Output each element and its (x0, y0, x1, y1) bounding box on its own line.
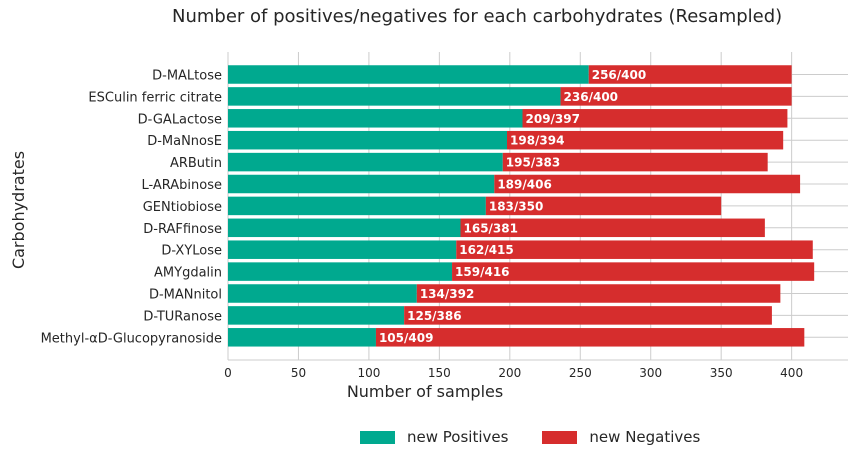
x-tick-label: 0 (224, 366, 232, 380)
y-tick-label: D-XYLose (161, 244, 222, 259)
legend-item-positives: new Positives (360, 428, 508, 446)
bar-negatives (522, 109, 788, 128)
legend-swatch-negatives (542, 430, 578, 444)
data-label: 189/406 (497, 178, 551, 192)
y-tick-label: D-MALtose (152, 69, 222, 84)
y-tick-label: Methyl-αD-Glucopyranoside (41, 331, 222, 346)
legend-label-negatives: new Negatives (589, 428, 701, 446)
x-tick-label: 100 (357, 366, 380, 380)
data-label: 195/383 (506, 156, 560, 170)
bar-negatives (494, 174, 801, 194)
y-axis-label: Carbohydrates (9, 151, 28, 269)
bar-positives (228, 130, 507, 150)
data-label: 209/397 (526, 112, 580, 126)
data-label: 159/416 (455, 265, 509, 279)
bar-negatives (502, 152, 768, 172)
data-label: 105/409 (379, 331, 433, 345)
y-tick-label: D-MaNnosE (147, 134, 222, 149)
bar-negatives (452, 262, 815, 281)
bar-positives (228, 109, 523, 128)
y-tick-label: L-ARAbinose (141, 178, 222, 193)
x-tick-label: 300 (639, 366, 662, 380)
bar-positives (228, 218, 461, 238)
legend: new Positives new Negatives (360, 428, 734, 446)
data-label: 198/394 (510, 134, 564, 148)
x-tick-label: 250 (569, 366, 592, 380)
data-labels: 256/400 236/400 209/397 198/394 195/383 189/4… (379, 68, 646, 345)
bar-negatives (560, 87, 792, 106)
legend-label-positives: new Positives (407, 428, 509, 446)
x-tick-label: 400 (780, 366, 803, 380)
x-tick-label: 50 (291, 366, 306, 380)
data-label: 162/415 (459, 243, 513, 257)
data-label: 134/392 (420, 287, 474, 301)
bar-positives (228, 306, 405, 325)
bar-negatives (375, 328, 805, 347)
y-tick-label: D-TURanose (143, 309, 222, 324)
data-label: 183/350 (489, 199, 543, 213)
bar-positives (228, 196, 486, 216)
bar-positives (228, 328, 376, 347)
bar-negatives (588, 65, 792, 84)
bar-positives (228, 65, 589, 84)
bar-negatives (485, 196, 722, 216)
data-label: 165/381 (464, 221, 518, 235)
data-label: 236/400 (564, 90, 618, 104)
axis-ticks: 0 50 100 150 200 250 300 350 400 D-MALtose ESCulin… (41, 69, 803, 381)
bar-negatives (507, 130, 784, 150)
bar-positives (228, 174, 495, 194)
bar-positives (228, 152, 503, 172)
x-axis-label: Number of samples (347, 382, 503, 401)
data-label: 256/400 (592, 68, 646, 82)
y-tick-label: ESCulin ferric citrate (88, 90, 222, 105)
y-tick-label: GENtiobiose (143, 200, 222, 215)
y-tick-label: AMYgdalin (154, 266, 222, 281)
x-tick-label: 350 (710, 366, 733, 380)
x-tick-label: 150 (428, 366, 451, 380)
y-tick-label: D-GALactose (138, 112, 222, 127)
x-tick-label: 200 (498, 366, 521, 380)
y-tick-label: ARButin (170, 156, 222, 171)
bar-negatives (416, 284, 781, 303)
bar-positives (228, 262, 453, 281)
legend-swatch-positives (360, 430, 395, 444)
y-tick-label: D-MANnitol (149, 288, 222, 303)
bar-negatives (460, 218, 765, 238)
bar-negatives (404, 306, 772, 325)
bar-positives (228, 87, 561, 106)
data-label: 125/386 (407, 309, 461, 323)
chart-title: Number of positives/negatives for each c… (172, 6, 783, 27)
legend-item-negatives: new Negatives (542, 428, 700, 446)
bar-negatives (456, 240, 813, 259)
bars (228, 65, 815, 347)
bar-positives (228, 240, 457, 259)
y-tick-label: D-RAFfinose (143, 222, 222, 237)
bar-positives (228, 284, 417, 303)
